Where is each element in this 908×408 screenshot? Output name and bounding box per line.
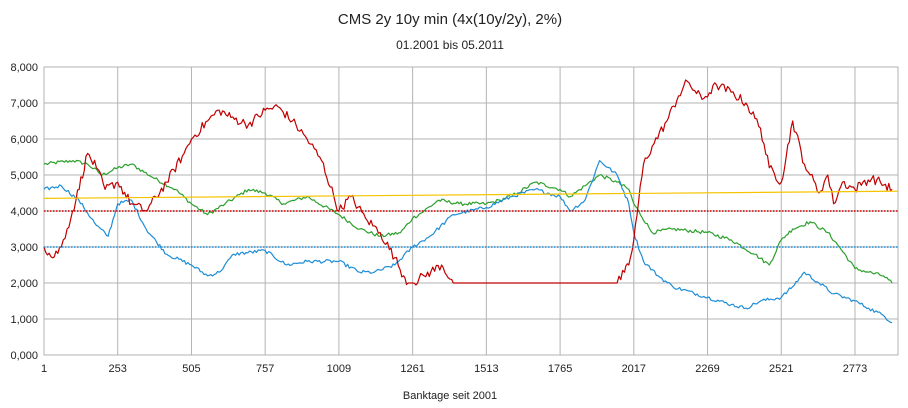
series-line xyxy=(43,160,893,324)
y-tick-label: 3,000 xyxy=(10,242,38,254)
x-tick-label: 2017 xyxy=(622,363,646,375)
x-tick-label: 2773 xyxy=(843,363,867,375)
y-tick-label: 8,000 xyxy=(10,62,38,74)
x-tick-label: 1513 xyxy=(474,363,498,375)
x-tick-label: 1765 xyxy=(548,363,572,375)
x-tick-label: 505 xyxy=(182,363,200,375)
y-tick-label: 1,000 xyxy=(10,314,38,326)
series-group xyxy=(43,79,899,324)
y-tick-label: 0,000 xyxy=(10,350,38,362)
series-line xyxy=(43,159,893,284)
x-tick-label: 1 xyxy=(41,363,47,375)
x-tick-label: 757 xyxy=(256,363,274,375)
x-tick-label: 253 xyxy=(109,363,127,375)
y-tick-label: 6,000 xyxy=(10,134,38,146)
x-tick-label: 1261 xyxy=(400,363,424,375)
x-tick-label: 2521 xyxy=(769,363,793,375)
x-axis: 1 253 505 757 1009 1261 1513 1765 2017 2269 2521 27… xyxy=(41,363,867,375)
y-tick-label: 5,000 xyxy=(10,170,38,182)
y-tick-label: 2,000 xyxy=(10,278,38,290)
chart-subtitle: 01.2001 bis 05.2011 xyxy=(396,38,504,52)
x-tick-label: 2269 xyxy=(695,363,719,375)
series-line xyxy=(43,190,899,199)
y-tick-label: 4,000 xyxy=(10,206,38,218)
chart-title: CMS 2y 10y min (4x(10y/2y), 2%) xyxy=(338,11,562,28)
series-line xyxy=(43,79,893,286)
x-axis-label: Banktage seit 2001 xyxy=(403,390,497,402)
y-tick-label: 7,000 xyxy=(10,98,38,110)
y-axis: 0,000 1,000 2,000 3,000 4,000 5,000 6,000 7,000… xyxy=(10,62,38,362)
x-tick-label: 1009 xyxy=(327,363,351,375)
